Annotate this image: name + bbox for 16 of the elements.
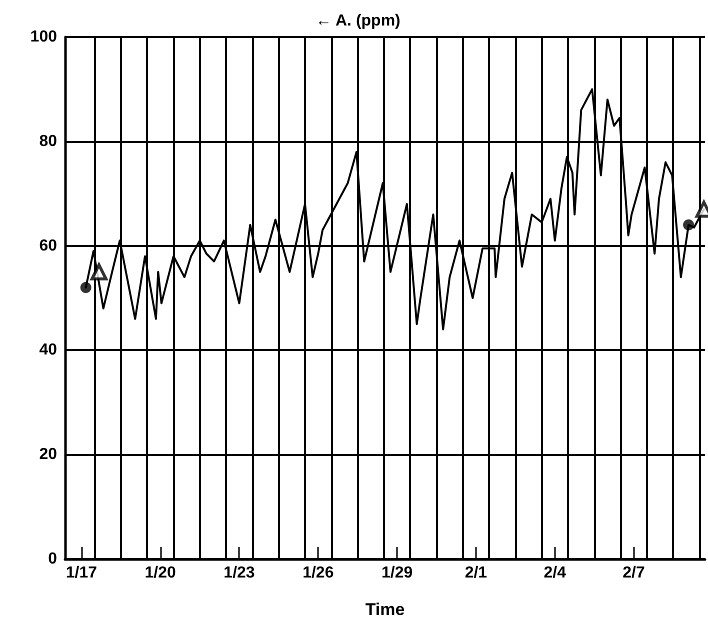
x-tick-label: 1/26 bbox=[302, 564, 334, 582]
y-tick-label: 0 bbox=[48, 550, 58, 568]
y-tick-label: 60 bbox=[39, 237, 58, 254]
x-tick-label: 1/20 bbox=[144, 564, 176, 582]
y-tick-label: 100 bbox=[30, 28, 58, 46]
y-tick-label: 40 bbox=[39, 342, 58, 359]
x-axis-title: Time bbox=[365, 600, 405, 619]
x-tick-label: 1/29 bbox=[381, 564, 413, 582]
y-tick-label: 80 bbox=[39, 132, 58, 150]
x-tick-label: 2/4 bbox=[544, 564, 566, 582]
x-tick-label: 1/23 bbox=[224, 564, 255, 582]
x-tick-label: 2/1 bbox=[464, 564, 488, 582]
y-tick-label: 20 bbox=[39, 446, 58, 464]
x-tick-label: 1/17 bbox=[66, 564, 98, 582]
x-tick-label: 2/7 bbox=[622, 564, 645, 582]
chart-title: ← A. (ppm) bbox=[316, 12, 400, 30]
